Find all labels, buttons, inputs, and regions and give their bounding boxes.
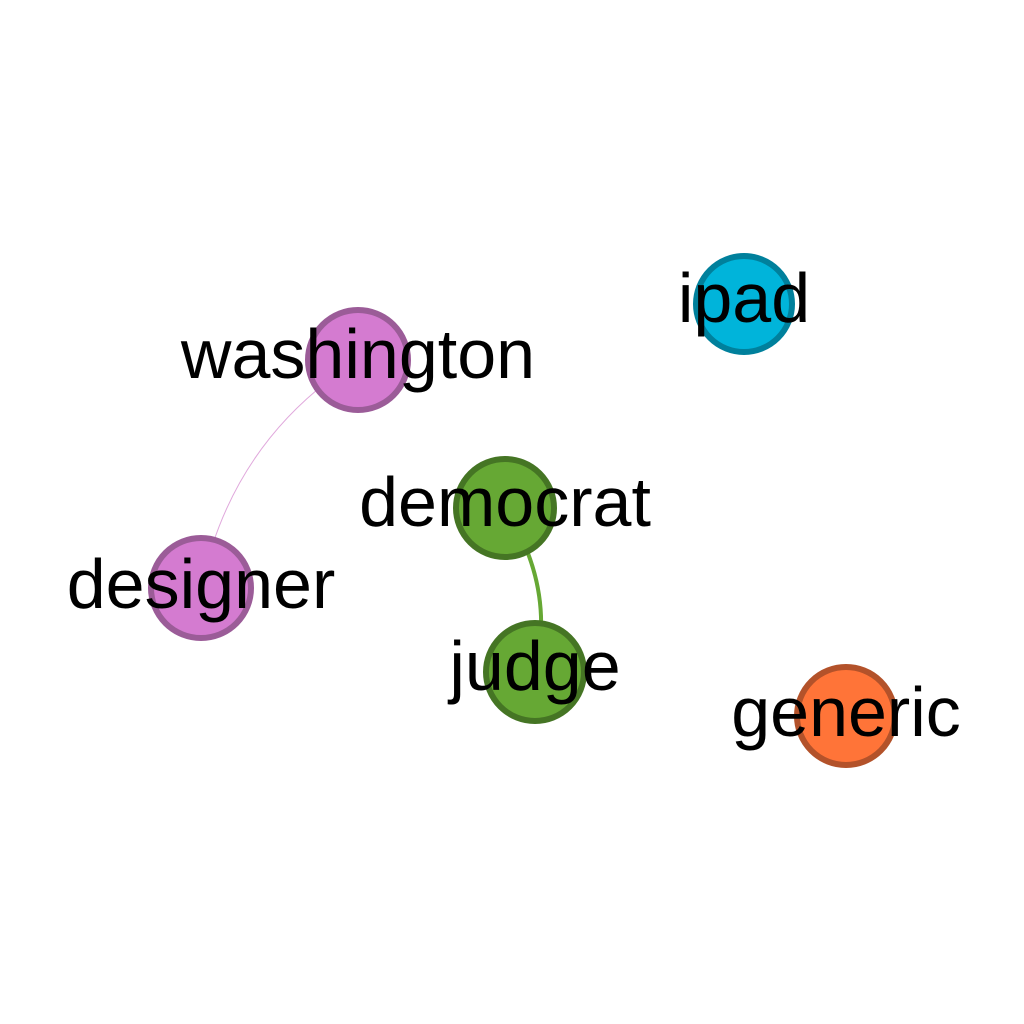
node-label-ipad: ipad — [678, 259, 810, 337]
node-washington — [305, 307, 411, 413]
node-label-generic: generic — [731, 673, 961, 751]
node-judge — [483, 620, 587, 724]
node-ipad — [693, 253, 795, 355]
node-designer — [148, 535, 254, 641]
node-label-democrat: democrat — [359, 463, 651, 541]
node-label-washington: washington — [180, 315, 535, 393]
node-label-designer: designer — [67, 545, 336, 623]
nodes-layer — [148, 253, 898, 768]
node-generic — [794, 664, 898, 768]
node-democrat — [453, 456, 557, 560]
labels-layer: washington designer ipad democrat judge gener… — [67, 259, 961, 751]
node-label-judge: judge — [447, 627, 620, 705]
